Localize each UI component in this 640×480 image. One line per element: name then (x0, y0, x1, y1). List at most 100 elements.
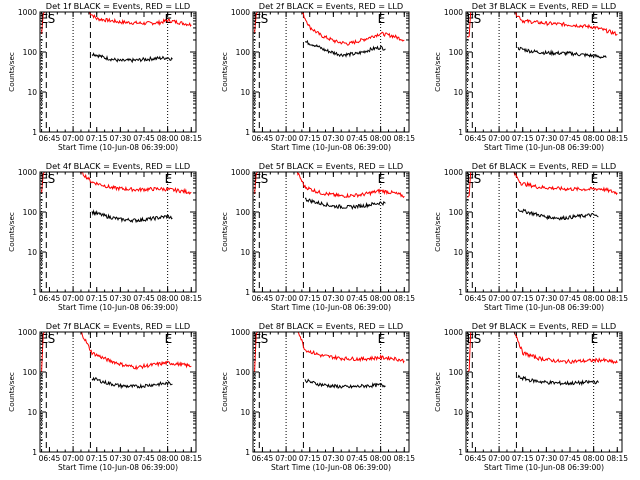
event-rate-line (91, 376, 173, 390)
x-tick-label: 08:00 (370, 454, 392, 463)
x-tick-label: 07:15 (86, 294, 108, 303)
y-tick-label: 1 (32, 288, 37, 297)
y-axis-label: Counts/sec (220, 52, 229, 92)
chart-title: Det 3f BLACK = Events, RED = LLD (472, 1, 616, 11)
y-tick-label: 100 (23, 208, 38, 217)
event-rate-line (304, 197, 386, 210)
plot-frame (465, 331, 623, 453)
marker-label: E (41, 332, 49, 346)
x-tick-label: 08:00 (157, 134, 179, 143)
y-tick-label: 1000 (231, 168, 250, 177)
x-tick-label: 07:30 (323, 134, 345, 143)
y-tick-label: 10 (453, 408, 463, 417)
x-axis-label: Start Time (10-Jun-08 06:39:00) (58, 303, 178, 312)
x-tick-label: 08:00 (583, 294, 605, 303)
x-tick-label: 07:15 (299, 454, 321, 463)
x-tick-label: 07:15 (512, 454, 534, 463)
y-tick-label: 10 (27, 408, 37, 417)
y-tick-label: 100 (23, 48, 38, 57)
x-tick-label: 07:45 (133, 454, 155, 463)
y-tick-label: 10 (240, 408, 250, 417)
plot-frame (252, 11, 410, 133)
x-tick-label: 08:15 (393, 294, 415, 303)
x-tick-label: 08:15 (606, 134, 628, 143)
event-rate-line (517, 374, 599, 387)
plot-frame (39, 331, 197, 453)
x-tick-label: 07:45 (133, 134, 155, 143)
lld-rate-line (41, 332, 192, 373)
x-tick-label: 07:45 (559, 134, 581, 143)
y-tick-label: 1 (245, 128, 250, 137)
plot-frame (252, 171, 410, 293)
marker-label: E (254, 332, 262, 346)
x-axis-label: Start Time (10-Jun-08 06:39:00) (271, 463, 391, 472)
y-tick-label: 100 (23, 368, 38, 377)
x-tick-label: 06:45 (39, 454, 61, 463)
y-axis-label: Counts/sec (7, 372, 16, 412)
x-tick-label: 06:45 (252, 454, 274, 463)
x-tick-label: 07:00 (275, 134, 297, 143)
x-tick-label: 07:45 (346, 454, 368, 463)
x-tick-label: 07:00 (488, 134, 510, 143)
x-tick-label: 08:00 (370, 134, 392, 143)
y-axis-label: Counts/sec (433, 212, 442, 252)
y-tick-label: 1 (32, 448, 37, 457)
marker-label: S (261, 12, 269, 26)
lld-rate-line (254, 172, 405, 199)
x-tick-label: 07:45 (346, 294, 368, 303)
marker-label: E (591, 12, 599, 26)
x-tick-label: 07:00 (62, 294, 84, 303)
x-tick-label: 08:15 (606, 294, 628, 303)
plot-frame (39, 11, 197, 133)
x-tick-label: 07:45 (346, 134, 368, 143)
event-rate-line (91, 52, 173, 64)
x-tick-label: 07:45 (133, 294, 155, 303)
lld-rate-line (467, 332, 618, 373)
event-rate-line (304, 378, 386, 390)
y-axis-label: Counts/sec (7, 212, 16, 252)
lld-rate-line (467, 12, 618, 38)
x-axis-label: Start Time (10-Jun-08 06:39:00) (58, 143, 178, 152)
y-tick-label: 1 (458, 448, 463, 457)
x-tick-label: 07:30 (110, 294, 132, 303)
lld-rate-line (467, 172, 618, 198)
marker-label: S (48, 12, 56, 26)
x-axis-label: Start Time (10-Jun-08 06:39:00) (271, 143, 391, 152)
marker-label: E (254, 172, 262, 186)
plot-frame (39, 171, 197, 293)
x-tick-label: 07:00 (488, 294, 510, 303)
chart-title: Det 1f BLACK = Events, RED = LLD (46, 1, 190, 11)
marker-label: S (474, 172, 482, 186)
x-tick-label: 08:00 (157, 454, 179, 463)
x-tick-label: 08:00 (583, 134, 605, 143)
marker-label: E (41, 12, 49, 26)
x-tick-label: 08:00 (370, 294, 392, 303)
x-tick-label: 08:15 (180, 294, 202, 303)
x-tick-label: 06:45 (465, 294, 487, 303)
y-tick-label: 1 (245, 448, 250, 457)
x-tick-label: 08:15 (393, 134, 415, 143)
marker-label: S (474, 12, 482, 26)
x-tick-label: 07:00 (488, 454, 510, 463)
x-tick-label: 08:15 (393, 454, 415, 463)
x-tick-label: 08:00 (583, 454, 605, 463)
y-tick-label: 10 (27, 248, 37, 257)
y-tick-label: 1 (245, 288, 250, 297)
marker-label: E (378, 172, 386, 186)
chart-title: Det 4f BLACK = Events, RED = LLD (46, 161, 190, 171)
y-axis-label: Counts/sec (433, 52, 442, 92)
x-tick-label: 06:45 (252, 294, 274, 303)
x-tick-label: 07:30 (536, 454, 558, 463)
y-tick-label: 1000 (444, 168, 463, 177)
chart-title: Det 8f BLACK = Events, RED = LLD (259, 321, 403, 331)
chart-title: Det 9f BLACK = Events, RED = LLD (472, 321, 616, 331)
x-axis-label: Start Time (10-Jun-08 06:39:00) (58, 463, 178, 472)
marker-label: E (165, 172, 173, 186)
plot-frame (252, 331, 410, 453)
chart-title: Det 5f BLACK = Events, RED = LLD (259, 161, 403, 171)
